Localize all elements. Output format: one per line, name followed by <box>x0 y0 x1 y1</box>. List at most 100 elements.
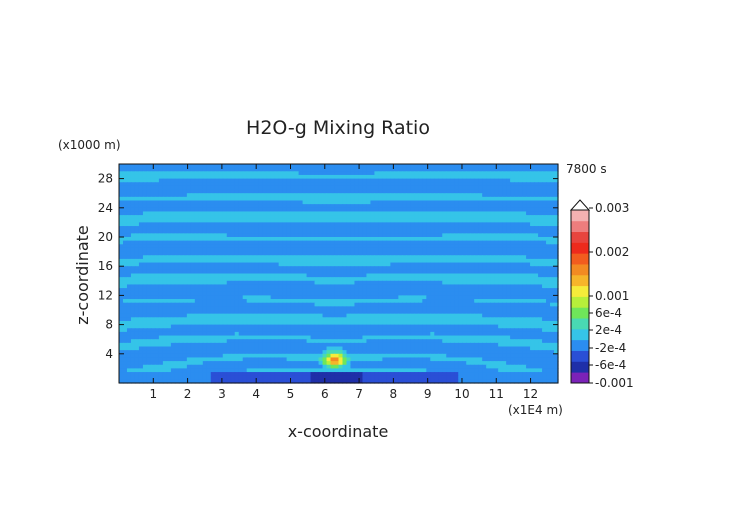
heatmap-cell <box>154 299 160 304</box>
heatmap-cell <box>246 299 252 304</box>
heatmap-cell <box>178 222 184 227</box>
heatmap-cell <box>202 207 208 213</box>
heatmap-cell <box>154 244 160 249</box>
heatmap-cell <box>434 302 439 307</box>
heatmap-cell <box>354 284 360 289</box>
heatmap-cell <box>410 196 415 202</box>
heatmap-cell <box>126 240 132 245</box>
heatmap-cell <box>326 317 332 322</box>
heatmap-cell <box>326 193 332 198</box>
heatmap-cell <box>154 324 160 329</box>
heatmap-cell <box>478 295 483 300</box>
heatmap-cell <box>414 171 419 176</box>
heatmap-cell <box>358 306 364 311</box>
heatmap-cell <box>302 174 308 180</box>
heatmap-cell <box>350 306 356 311</box>
heatmap-cell <box>398 229 403 234</box>
heatmap-cell <box>466 269 471 275</box>
heatmap-cell <box>334 247 340 253</box>
heatmap-cell <box>298 284 304 289</box>
heatmap-cell <box>402 288 407 293</box>
heatmap-cell <box>214 218 220 223</box>
heatmap-cell <box>194 328 200 333</box>
heatmap-cell <box>338 299 344 304</box>
heatmap-cell <box>158 247 164 253</box>
heatmap-cell <box>530 167 535 172</box>
heatmap-cell <box>394 164 399 169</box>
heatmap-cell <box>330 222 336 227</box>
heatmap-cell <box>286 240 292 245</box>
heatmap-cell <box>366 167 372 172</box>
heatmap-cell <box>490 222 495 227</box>
heatmap-cell <box>250 320 256 326</box>
heatmap-cell <box>258 258 264 264</box>
heatmap-cell <box>310 251 316 256</box>
heatmap-cell <box>198 164 204 169</box>
heatmap-cell <box>542 204 547 209</box>
heatmap-cell <box>434 196 439 202</box>
heatmap-cell <box>446 182 451 187</box>
heatmap-cell <box>382 171 387 176</box>
heatmap-cell <box>194 258 200 264</box>
heatmap-cell <box>410 233 415 238</box>
heatmap-cell <box>290 222 296 227</box>
heatmap-cell <box>446 295 451 300</box>
heatmap-cell <box>386 196 391 202</box>
heatmap-cell <box>310 273 316 278</box>
heatmap-cell <box>186 291 192 296</box>
heatmap-cell <box>194 189 200 194</box>
heatmap-cell <box>494 273 499 278</box>
heatmap-cell <box>234 237 240 242</box>
heatmap-cell <box>278 317 284 322</box>
heatmap-cell <box>246 204 252 209</box>
heatmap-cell <box>426 182 431 187</box>
heatmap-cell <box>550 196 555 202</box>
heatmap-cell <box>130 207 136 213</box>
heatmap-cell <box>206 244 212 249</box>
heatmap-cell <box>250 277 256 282</box>
heatmap-cell <box>510 207 515 213</box>
heatmap-cell <box>302 266 308 271</box>
heatmap-cell <box>222 215 228 220</box>
heatmap-cell <box>170 258 176 264</box>
heatmap-cell <box>342 164 348 169</box>
heatmap-cell <box>134 226 140 231</box>
heatmap-cell <box>174 310 180 315</box>
heatmap-cell <box>374 244 380 249</box>
heatmap-cell <box>158 262 164 267</box>
heatmap-cell <box>502 196 507 202</box>
heatmap-cell <box>182 277 188 282</box>
heatmap-cell <box>386 269 391 275</box>
heatmap-cell <box>158 240 164 245</box>
heatmap-cell <box>390 171 395 176</box>
heatmap-cell <box>230 295 236 300</box>
heatmap-cell <box>150 324 156 329</box>
heatmap-cell <box>554 226 559 231</box>
heatmap-cell <box>218 222 224 227</box>
heatmap-cell <box>410 255 415 260</box>
heatmap-cell <box>178 258 184 264</box>
heatmap-cell <box>538 291 543 296</box>
heatmap-cell <box>466 310 471 315</box>
heatmap-cell <box>406 302 411 307</box>
heatmap-cell <box>442 233 447 238</box>
heatmap-cell <box>330 291 336 296</box>
heatmap-cell <box>390 237 395 242</box>
heatmap-cell <box>158 164 164 169</box>
heatmap-cell <box>462 222 467 227</box>
heatmap-cell <box>290 280 296 286</box>
heatmap-cell <box>194 207 200 213</box>
heatmap-cell <box>430 284 435 289</box>
heatmap-cell <box>258 229 264 234</box>
heatmap-cell <box>170 306 176 311</box>
heatmap-cell <box>318 299 324 304</box>
heatmap-cell <box>234 244 240 249</box>
heatmap-cell <box>146 200 152 205</box>
heatmap-cell <box>374 273 380 278</box>
heatmap-cell <box>366 258 372 264</box>
heatmap-cell <box>446 324 451 329</box>
heatmap-cell <box>154 215 160 220</box>
heatmap-cell <box>286 200 292 205</box>
heatmap-cell <box>242 167 248 172</box>
heatmap-cell <box>514 174 519 180</box>
